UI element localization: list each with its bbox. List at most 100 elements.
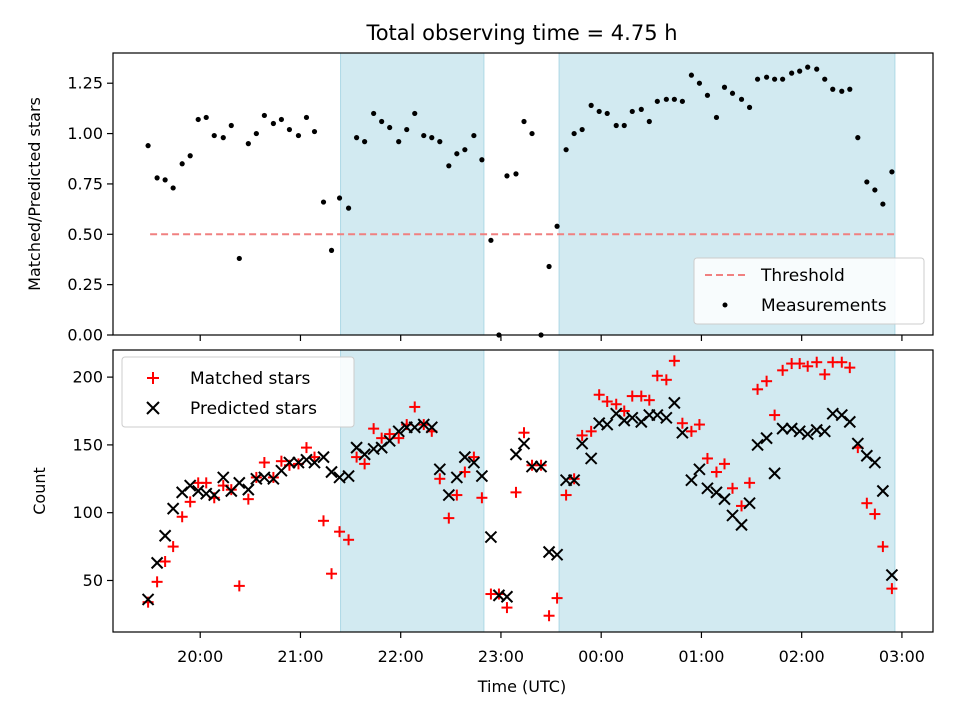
matched-stars-point [668,355,680,367]
matched-stars-point [359,458,371,470]
y-tick-label: 1.25 [67,74,103,93]
measurement-point [504,173,510,179]
matched-stars-point [802,360,814,372]
x-tick-label: 01:00 [678,647,724,666]
matched-stars-point [635,390,647,402]
measurement-point [471,132,477,139]
predicted-stars-point [776,422,789,435]
predicted-stars-point [500,590,514,603]
predicted-stars-point [660,411,673,424]
measurement-point [179,161,185,167]
measurement-point [521,118,527,125]
matched-stars-point [585,425,597,437]
measurement-point [412,110,418,117]
matched-stars-point [560,489,572,501]
matched-stars-point [701,452,713,464]
x-tick-label: 22:00 [378,647,424,666]
predicted-stars-point [818,425,831,438]
measurement-point [261,112,267,119]
matched-stars-point [543,610,555,622]
predicted-stars-point [693,463,706,476]
x-tick-label: 23:00 [478,647,524,666]
predicted-stars-point [785,422,798,435]
matched-stars-point [233,580,245,592]
measurement-point [454,151,460,157]
predicted-stars-point [484,530,498,544]
legend-measurements-label: Measurements [761,296,887,316]
matched-stars-point [794,358,806,370]
matched-stars-point [468,451,480,463]
predicted-stars-point [751,438,764,452]
measurement-point [671,96,677,102]
measurement-point [889,169,895,175]
y-tick-label: 0.25 [67,275,103,294]
measurement-point [421,132,427,139]
predicted-stars-point [618,414,631,427]
x-tick-label: 21:00 [277,647,323,666]
measurement-point [187,153,193,159]
measurement-point [303,114,310,121]
matched-stars-point [836,356,848,368]
measurement-point [663,96,669,102]
measurement-point [646,118,652,125]
matched-stars-point [877,541,889,553]
matched-stars-point [409,401,421,413]
predicted-stars-point [308,456,321,469]
measurement-point [362,139,368,145]
matched-stars-point [685,425,697,437]
legend-matched-label: Matched stars [190,369,310,389]
shaded-interval [340,349,485,633]
matched-stars-point [693,419,705,431]
predicted-stars-point [726,509,739,522]
measurement-point [621,122,627,129]
predicted-stars-point [584,452,598,465]
predicted-stars-point [458,450,472,464]
measurement-point [203,114,209,121]
matched-stars-point [275,455,287,467]
measurement-point [295,132,302,139]
measurement-point [211,132,217,139]
matched-stars-point [510,486,522,498]
matched-stars-point [501,602,513,614]
measurement-point [679,98,685,104]
predicted-stars-point [408,421,421,434]
x-axis-ticks: 20:00 21:00 22:00 23:00 00:00 01:00 02:00 03:00 [177,647,925,666]
matched-stars-point [660,374,672,386]
matched-stars-point [618,405,630,417]
matched-stars-point [869,508,881,520]
measurement-point [162,177,168,183]
measurement-point [353,135,360,141]
matched-stars-point [184,496,196,508]
predicted-stars-point [743,496,756,510]
predicted-stars-point [626,411,639,424]
measurement-point [278,116,285,123]
measurement-point [345,205,352,211]
measurement-point [270,120,276,127]
legend-measurements-swatch [722,302,728,308]
matched-stars-point [518,427,530,439]
measurement-point [847,86,853,92]
measurement-point [546,263,552,270]
measurement-point [704,92,711,98]
measurement-point [604,110,610,117]
measurement-point [462,147,468,153]
measurement-point [696,80,703,86]
y-tick-label: 0.75 [67,174,103,193]
matched-stars-point [443,512,455,524]
measurement-point [596,108,602,115]
predicted-stars-point [542,545,556,559]
predicted-stars-point [768,467,781,480]
predicted-stars-point [358,448,371,461]
measurement-point [880,201,886,207]
predicted-stars-point [735,518,748,532]
matched-stars-point [384,428,396,440]
measurement-point [311,128,318,135]
matched-stars-point [718,458,730,470]
measurement-point [245,141,251,147]
measurement-point [579,126,585,133]
measurement-point [830,86,836,92]
measurement-point [154,175,160,181]
matched-stars-point [811,356,823,368]
predicted-stars-point [567,473,581,487]
matched-stars-point [744,477,756,489]
